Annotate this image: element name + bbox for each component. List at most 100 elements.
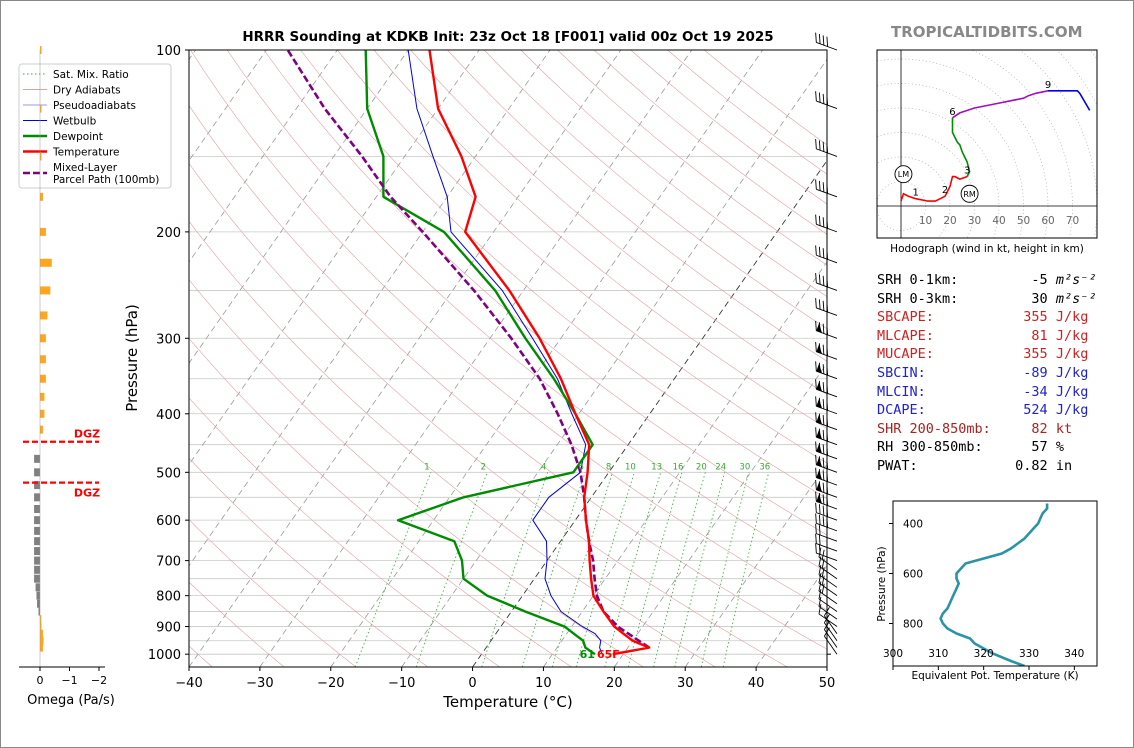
barb-flag: [822, 482, 825, 493]
storm-motion-marker: [960, 184, 979, 203]
x-tick-label: 50: [819, 676, 836, 691]
wind-barb: [815, 502, 838, 521]
barb-flag: [822, 444, 825, 455]
barb-flag: [818, 246, 821, 257]
isotherm-line: [401, 58, 827, 667]
dry-adiabat: [189, 581, 285, 667]
y-tick-label: 400: [156, 408, 181, 423]
surface-dewpoint-label: 61: [580, 648, 595, 661]
thetae-y-tick-label: 400: [903, 519, 923, 531]
barb-flag: [823, 614, 830, 623]
barb-flag: [822, 430, 825, 440]
thetae-x-tick-label: 320: [974, 648, 994, 660]
y-tick-label: 900: [156, 621, 181, 636]
hodo-tick-label: 20: [943, 215, 956, 227]
param-value: 524: [1015, 402, 1056, 419]
y-tick-label: 100: [156, 44, 181, 59]
legend-label: Wetbulb: [53, 116, 97, 128]
param-unit: J/kg: [1055, 309, 1089, 326]
omega-bar: [40, 629, 43, 638]
omega-bar: [40, 643, 43, 652]
mixing-ratio-label: 10: [625, 462, 636, 472]
brand-watermark: TROPICALTIDBITS.COM: [891, 23, 1083, 41]
dry-adiabat: [189, 457, 429, 667]
omega-bar: [34, 481, 40, 490]
dry-adiabat: [337, 50, 827, 464]
barb-flag: [815, 341, 817, 352]
omega-bar: [40, 636, 44, 645]
y-tick-label: 200: [156, 226, 181, 241]
isotherm-line: [330, 50, 764, 667]
barb-flag: [815, 491, 817, 502]
wind-barb: [815, 454, 838, 473]
wind-barb: [815, 513, 838, 532]
wind-barb: [815, 361, 838, 380]
barb-pennant: [816, 344, 822, 354]
omega-bar: [40, 46, 42, 54]
barb-flag: [822, 300, 825, 311]
dry-adiabat: [189, 104, 827, 650]
mixing-ratio-label: 30: [739, 462, 750, 472]
barb-pennant: [816, 323, 822, 333]
param-value: 30: [1015, 290, 1056, 307]
thetae-frame: [892, 500, 1098, 667]
barb-flag: [818, 504, 821, 515]
wind-barb: [818, 556, 838, 580]
barb-flag: [822, 93, 825, 104]
mixing-ratio-label: 20: [696, 462, 707, 472]
hodo-tick-label: 50: [1017, 215, 1030, 227]
isotherm-line: [259, 50, 693, 667]
thetae-x-tick-label: 300: [883, 648, 903, 660]
param-label: DCAPE:: [877, 402, 1016, 419]
omega-bar: [34, 454, 40, 463]
barb-flag: [822, 344, 825, 355]
storm-motion-marker: [894, 165, 913, 184]
omega-bar: [40, 615, 42, 624]
hodograph-plot: 1 2 3 6 9 LM RM: [877, 50, 1097, 238]
wind-barb: [818, 581, 838, 605]
mixing-ratio-label: 1: [424, 462, 429, 472]
barb-pennant: [816, 398, 822, 409]
param-row: MLCAPE: 81 J/kg: [877, 327, 1096, 346]
thetae-x-axis-label: Equivalent Pot. Temperature (K): [911, 670, 1078, 682]
wind-barb: [815, 139, 838, 157]
mixing-ratio-label: 2: [481, 462, 486, 472]
barb-flag: [818, 92, 821, 103]
barb-flag: [818, 547, 822, 558]
omega-bar: [34, 537, 40, 546]
barb-flag: [818, 274, 821, 285]
barb-flag: [822, 323, 825, 334]
param-unit: in: [1055, 457, 1073, 474]
temperature-line: [428, 50, 651, 656]
mixing-ratio-line: [415, 472, 488, 667]
barb-flag: [821, 549, 825, 560]
wind-barb: [815, 273, 838, 291]
y-tick-label: 1000: [148, 648, 181, 663]
barb-flag: [815, 273, 817, 283]
thetae-plot: [939, 503, 1049, 666]
barb-flag: [826, 249, 829, 260]
y-tick-label: 600: [156, 514, 181, 529]
wind-barb: [815, 441, 838, 460]
hodo-trace: [1048, 90, 1091, 111]
mixing-ratio-label: 8: [606, 462, 611, 472]
barb-flag: [826, 495, 829, 506]
param-label: SBCIN:: [877, 364, 1016, 381]
barb-flag: [815, 32, 817, 43]
wind-barb: [815, 523, 838, 542]
barb-staff: [818, 598, 838, 612]
param-row: SHR 200-850mb: 82 kt: [877, 420, 1096, 439]
wind-barb: [815, 533, 838, 552]
barb-flag: [818, 564, 822, 575]
omega-bar: [34, 547, 40, 556]
thetae-x-tick-label: 340: [1064, 648, 1084, 660]
dry-adiabat: [483, 50, 827, 330]
hodo-tick-label: 60: [1041, 215, 1054, 227]
param-label: SRH 0-1km:: [877, 272, 1016, 288]
barb-flag: [818, 535, 821, 545]
hodo-tick-label: 30: [968, 215, 981, 227]
param-unit: J/kg: [1055, 346, 1089, 363]
isotherm-line: [543, 261, 827, 667]
barb-flag: [822, 505, 825, 516]
